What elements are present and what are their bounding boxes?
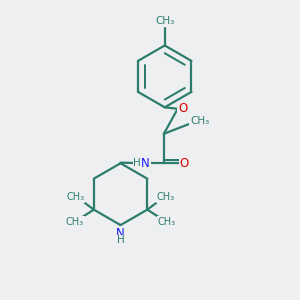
Text: CH₃: CH₃ <box>157 192 175 202</box>
Text: O: O <box>178 102 188 115</box>
Text: CH₃: CH₃ <box>155 16 174 26</box>
Text: CH₃: CH₃ <box>66 217 84 227</box>
Text: O: O <box>180 157 189 170</box>
Text: H: H <box>134 158 141 168</box>
Text: N: N <box>116 227 125 240</box>
Text: CH₃: CH₃ <box>67 192 85 202</box>
Text: H: H <box>117 236 124 245</box>
Text: CH₃: CH₃ <box>190 116 209 126</box>
Text: CH₃: CH₃ <box>157 217 176 227</box>
Text: N: N <box>141 157 150 170</box>
